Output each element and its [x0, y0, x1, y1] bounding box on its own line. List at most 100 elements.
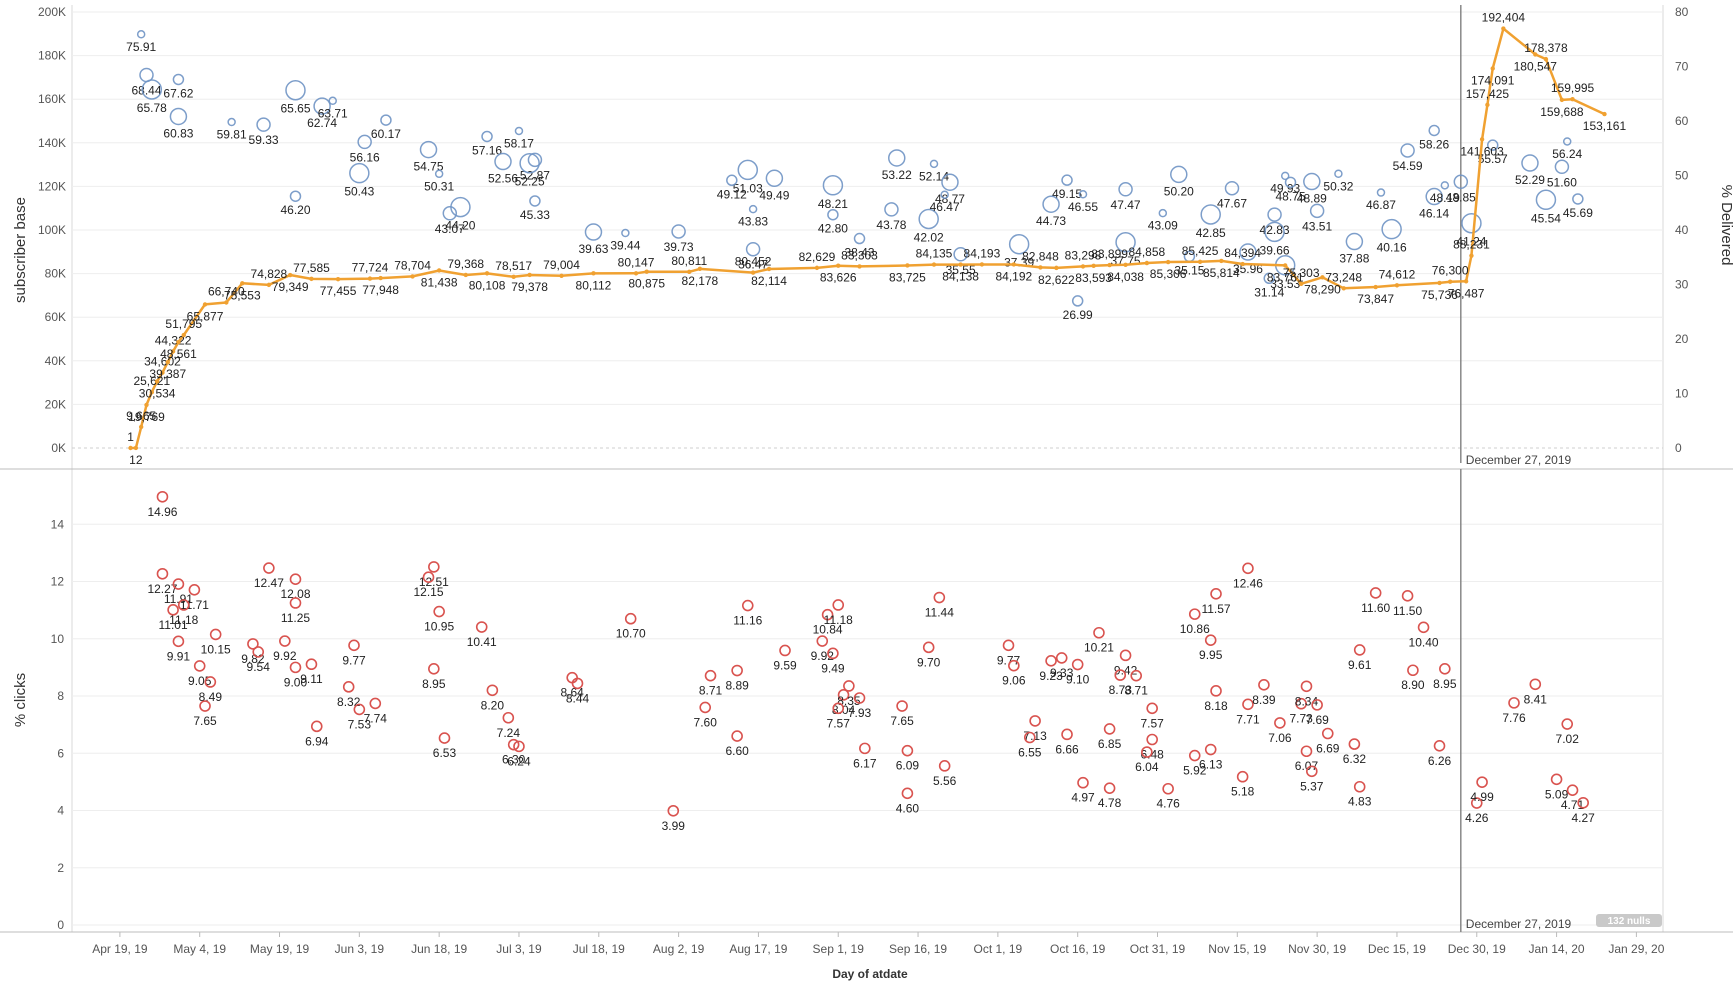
clicks-label: 7.93 [848, 706, 872, 720]
clicks-circle [507, 738, 520, 751]
clicks-circle [1236, 770, 1249, 783]
bottom-panel-axes: 0 2 4 6 8 10 12 14 Apr 19, 19 May 4, 19 May 19, 19… [0, 469, 1733, 956]
subscriber-base-label: 84,193 [964, 246, 1001, 260]
clicks-label: 6.32 [1343, 752, 1367, 766]
null-count-badge[interactable]: 132 nulls [1596, 914, 1662, 927]
delivered-label: 52.56 [488, 172, 518, 186]
clicks-label: 8.39 [1252, 693, 1276, 707]
clicks-label: 11.60 [1361, 601, 1390, 615]
clicks-label: 8.32 [337, 695, 361, 709]
delivered-circle [1267, 207, 1282, 222]
delivered-label: 67.62 [163, 86, 193, 100]
delivered-label: 62.74 [307, 116, 337, 130]
clicks-circle [1311, 699, 1323, 711]
clicks-label: 6.66 [1055, 742, 1079, 756]
clicks-circle [667, 804, 680, 817]
clicks-circle [263, 562, 275, 574]
clicks-label: 11.25 [281, 611, 310, 625]
clicks-circle [853, 692, 866, 704]
subscriber-base-label: 30,534 [139, 386, 176, 400]
x-axis-title: Day of atdate [832, 967, 908, 981]
subscriber-base-point [1533, 52, 1538, 57]
clicks-label: 9.77 [997, 653, 1021, 667]
delivered-circle [1453, 174, 1469, 190]
subscriber-base-point [511, 274, 516, 280]
delivered-label: 55.57 [1478, 152, 1508, 166]
clicks-label: 9.23 [1039, 669, 1063, 683]
clicks-label: 10.95 [424, 620, 454, 634]
subscriber-base-point [1490, 66, 1495, 71]
delivered-circle [1554, 159, 1570, 175]
subscriber-base-label: 79,378 [511, 280, 548, 294]
subscriber-base-point [165, 359, 170, 365]
clicks-label: 4.78 [1098, 796, 1122, 810]
subscriber-base-point [224, 300, 229, 305]
delivered-label: 49.15 [1052, 187, 1082, 201]
delivered-circle [1200, 204, 1221, 225]
clicks-label: 3.99 [662, 819, 686, 833]
delivered-label: 43.09 [1148, 219, 1178, 233]
subscriber-base-label: 73,847 [1357, 292, 1394, 306]
left-tick-label: 200K [38, 5, 66, 19]
subscriber-base-point [687, 269, 692, 275]
subscriber-base-point [1091, 263, 1096, 268]
delivered-label: 53.22 [882, 168, 912, 182]
subscriber-base-label: 39,387 [149, 367, 186, 381]
delivered-label: 46.55 [1068, 200, 1098, 214]
delivered-circle [726, 174, 738, 187]
delivered-circle [765, 169, 784, 188]
right-tick-label: 70 [1675, 60, 1689, 74]
subscriber-base-point [1570, 97, 1575, 102]
clicks-circle [353, 703, 366, 716]
clicks-circle [843, 680, 855, 692]
subscriber-base-point [144, 402, 149, 408]
clicks-label: 10.70 [616, 627, 646, 641]
subscriber-base-point [1320, 275, 1325, 280]
clicks-label: 9.06 [1002, 674, 1026, 688]
subscriber-base-label: 159,688 [1540, 105, 1584, 119]
clicks-label: 7.65 [193, 714, 217, 728]
clicks-label: 6.17 [853, 756, 877, 770]
clicks-label: 12.08 [280, 587, 310, 601]
delivered-circle [1345, 232, 1364, 251]
clicks-circle [1103, 782, 1116, 794]
clicks-label: 6.07 [1295, 759, 1319, 773]
left-tick-label: 40K [45, 354, 66, 368]
clicks-circle [1353, 780, 1366, 793]
delivered-label: 56.24 [1552, 147, 1582, 161]
clicks-circle [422, 571, 435, 584]
subscriber-base-point [905, 263, 910, 268]
clicks-circle [938, 760, 951, 772]
subscriber-base-label: 76,487 [1448, 286, 1485, 300]
clicks-circle [699, 701, 712, 714]
clicks-label: 9.92 [273, 649, 297, 663]
subscriber-base-label: 83,899 [1091, 247, 1128, 261]
left-tick-label: 180K [38, 49, 66, 63]
null-count-text: 132 nulls [1608, 916, 1651, 927]
delivered-label: 52.29 [1515, 173, 1545, 187]
delivered-circle [1425, 187, 1443, 206]
left-tick-label: 120K [38, 179, 66, 193]
delivered-label: 65.65 [280, 102, 310, 116]
clicks-label: 7.69 [1305, 713, 1329, 727]
x-tick-label: Nov 30, 19 [1288, 942, 1346, 956]
clicks-circle [428, 663, 440, 675]
subscriber-base-point [170, 349, 176, 354]
clicks-circle [1008, 659, 1020, 672]
subscriber-base-label: 83,298 [1065, 248, 1102, 262]
x-tick-label: Aug 17, 19 [729, 942, 787, 956]
clicks-label: 4.26 [1465, 811, 1489, 825]
left-tick-label: 20K [45, 397, 66, 411]
delivered-circle [349, 162, 370, 184]
clicks-label: 8.44 [566, 691, 590, 705]
delivered-label: 47.67 [1217, 197, 1247, 211]
delivered-circle [1381, 218, 1402, 240]
delivered-label: 51.60 [1547, 175, 1577, 189]
subscriber-base-label: 78,704 [394, 258, 431, 272]
subscriber-base-label: 180,547 [1514, 59, 1558, 73]
clicks-label: 14.96 [147, 505, 177, 519]
x-tick-label: Sep 16, 19 [889, 942, 947, 956]
delivered-circle [1284, 176, 1297, 189]
subscriber-base-label: 82,114 [751, 274, 787, 288]
clicks-label: 7.06 [1268, 731, 1292, 745]
